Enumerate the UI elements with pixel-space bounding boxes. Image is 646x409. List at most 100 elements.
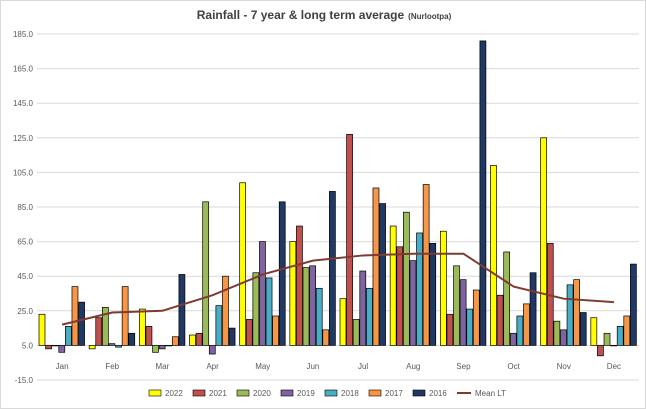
bar-2018-oct: [516, 315, 524, 346]
legend-label: 2020: [253, 389, 271, 398]
bar-2017-may: [272, 315, 279, 346]
bar-2019-nov: [560, 329, 567, 346]
bar-2021-jan: [45, 345, 52, 350]
bar-2017-apr: [222, 275, 229, 346]
bar-2017-dec: [623, 315, 631, 346]
bar-2017-jan: [71, 286, 79, 346]
y-tick-label: 105.0: [13, 168, 34, 177]
x-tick-label: Mar: [156, 362, 170, 371]
bar-2021-sep: [446, 313, 454, 346]
bar-2020-jan: [51, 345, 59, 347]
y-tick-label: 85.0: [17, 203, 33, 212]
bar-2021-may: [245, 319, 253, 346]
bar-2020-apr: [202, 201, 210, 346]
x-tick-label: Apr: [206, 362, 219, 371]
legend-swatch-2022: [148, 389, 162, 397]
bar-2017-aug: [422, 184, 430, 346]
bar-2019-aug: [409, 260, 417, 346]
bar-2021-apr: [195, 332, 203, 346]
y-tick-label: 65.0: [17, 238, 33, 247]
legend-swatch-2020: [236, 389, 250, 397]
x-tick-label: Jul: [358, 362, 368, 371]
bar-2019-dec: [610, 345, 617, 347]
bar-2016-jul: [379, 203, 386, 346]
bar-2019-oct: [509, 332, 517, 346]
bar-2016-jan: [78, 301, 85, 346]
y-axis-ticks: 185.0 165.0 145.0 125.0 105.0 85.0 65.0 45.0 25.…: [13, 30, 34, 385]
bar-2017-jun: [322, 329, 330, 346]
bar-2019-may: [259, 241, 266, 346]
bar-2022-jul: [339, 298, 347, 346]
bar-2022-dec: [590, 317, 598, 346]
bar-2016-jun: [329, 191, 336, 346]
bar-2019-apr: [208, 345, 216, 355]
x-tick-label: Aug: [406, 362, 420, 371]
bar-2018-jan: [65, 326, 72, 346]
legend-label: Mean LT: [475, 389, 506, 398]
x-tick-label: Jan: [56, 362, 69, 371]
y-tick-label: 45.0: [17, 272, 33, 281]
bar-2020-sep: [453, 265, 460, 346]
bar-2020-may: [252, 272, 260, 346]
mean-lt-line: [61, 252, 614, 326]
bar-2018-nov: [566, 284, 574, 346]
bar-2019-mar: [158, 345, 166, 350]
bar-2016-nov: [579, 312, 587, 346]
legend-swatch-2016: [412, 389, 426, 397]
bar-2016-aug: [429, 242, 437, 346]
x-axis-ticks: Jan Feb Mar Apr May Jun Jul Aug Sep Oct Nov Dec: [56, 362, 621, 371]
legend-label: 2016: [429, 389, 447, 398]
bar-2017-mar: [171, 336, 179, 346]
bar-2022-feb: [88, 345, 96, 350]
bar-2022-aug: [389, 225, 397, 346]
x-tick-label: Oct: [507, 362, 520, 371]
legend-label: 2017: [385, 389, 403, 398]
legend: 2022 2021 2020 2019 2018 2017 2016 Mean LT: [148, 389, 506, 398]
bar-2016-may: [278, 201, 286, 346]
bar-2019-jan: [58, 345, 66, 353]
x-tick-label: May: [255, 362, 270, 371]
bar-2020-mar: [152, 345, 159, 353]
bar-2022-oct: [490, 165, 497, 346]
bar-2016-apr: [228, 327, 236, 346]
bar-2018-may: [265, 277, 273, 346]
bar-2018-sep: [466, 308, 474, 346]
bar-2016-dec: [630, 263, 637, 346]
bar-2017-feb: [121, 286, 129, 346]
bar-2022-apr: [189, 334, 196, 346]
legend-swatch-2021: [192, 389, 206, 397]
y-tick-label: 5.0: [22, 341, 34, 350]
x-tick-label: Nov: [557, 362, 571, 371]
bar-2018-dec: [616, 326, 624, 346]
bar-2018-jul: [366, 287, 373, 346]
bar-2022-jan: [38, 313, 46, 346]
bar-2022-jun: [289, 241, 297, 346]
bar-2016-feb: [128, 332, 136, 346]
legend-label: 2018: [341, 389, 359, 398]
bar-2017-nov: [573, 279, 580, 346]
y-tick-label: 25.0: [17, 307, 33, 316]
bar-2021-oct: [496, 294, 504, 346]
chart-title-main: Rainfall - 7 year & long term average: [197, 8, 405, 22]
bar-2016-mar: [178, 274, 186, 346]
x-tick-label: Jun: [306, 362, 319, 371]
y-tick-label: -15.0: [15, 376, 34, 385]
x-tick-label: Feb: [105, 362, 119, 371]
legend-swatch-2019: [280, 389, 294, 397]
bar-2020-feb: [102, 306, 109, 346]
bar-2018-jun: [315, 287, 323, 346]
legend-swatch-2018: [324, 389, 338, 397]
bar-2022-mar: [138, 308, 146, 346]
bar-2018-mar: [165, 345, 173, 347]
bar-2021-aug: [396, 246, 404, 346]
bar-2020-jul: [352, 319, 360, 346]
bar-2016-sep: [479, 40, 487, 346]
y-tick-label: 125.0: [13, 134, 34, 143]
chart-subtitle: (Nurlootpa): [408, 12, 451, 21]
bar-2022-sep: [439, 230, 447, 346]
y-tick-label: 145.0: [13, 99, 34, 108]
bar-2019-feb: [108, 343, 116, 346]
bar-2020-oct: [503, 251, 511, 346]
